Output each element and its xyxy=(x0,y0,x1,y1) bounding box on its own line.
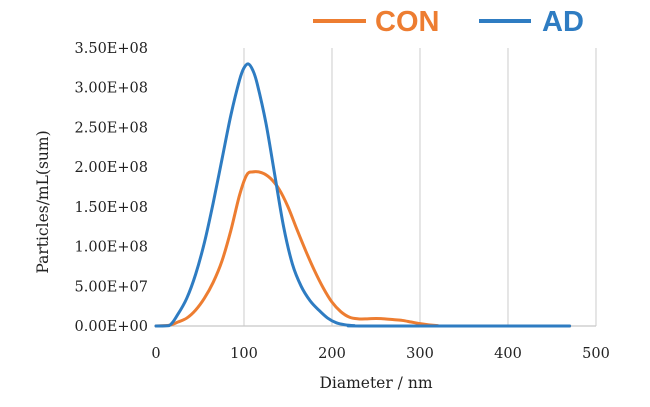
gridlines xyxy=(243,48,597,326)
x-tick-label: 100 xyxy=(230,346,258,362)
x-axis-ticks: 0 100 200 300 400 500 xyxy=(151,346,609,362)
series-line-ad xyxy=(154,62,572,328)
y-tick-label: 0.00E+00 xyxy=(75,319,148,335)
x-tick-label: 400 xyxy=(494,346,522,362)
y-tick-label: 1.00E+08 xyxy=(75,240,148,256)
legend: CON AD xyxy=(313,6,584,38)
x-tick-label: 300 xyxy=(406,346,434,362)
x-tick-label: 500 xyxy=(582,346,610,362)
y-tick-label: 3.50E+08 xyxy=(75,41,148,57)
series-line-con xyxy=(154,170,572,328)
legend-label-con: CON xyxy=(375,6,439,38)
y-axis-ticks: 0.00E+00 5.00E+07 1.00E+08 1.50E+08 2.00E+08… xyxy=(75,41,148,335)
x-tick-label: 200 xyxy=(318,346,346,362)
y-tick-label: 1.50E+08 xyxy=(75,200,148,216)
y-tick-label: 3.00E+08 xyxy=(75,81,148,97)
x-tick-label: 0 xyxy=(151,346,160,362)
legend-label-ad: AD xyxy=(542,6,584,38)
y-tick-label: 2.50E+08 xyxy=(75,120,148,136)
y-tick-label: 5.00E+07 xyxy=(75,279,148,295)
series-lines xyxy=(154,62,572,328)
x-axis-label: Diameter / nm xyxy=(319,374,432,392)
y-axis-label: Particles/mL(sum) xyxy=(34,130,52,273)
y-tick-label: 2.00E+08 xyxy=(75,160,148,176)
